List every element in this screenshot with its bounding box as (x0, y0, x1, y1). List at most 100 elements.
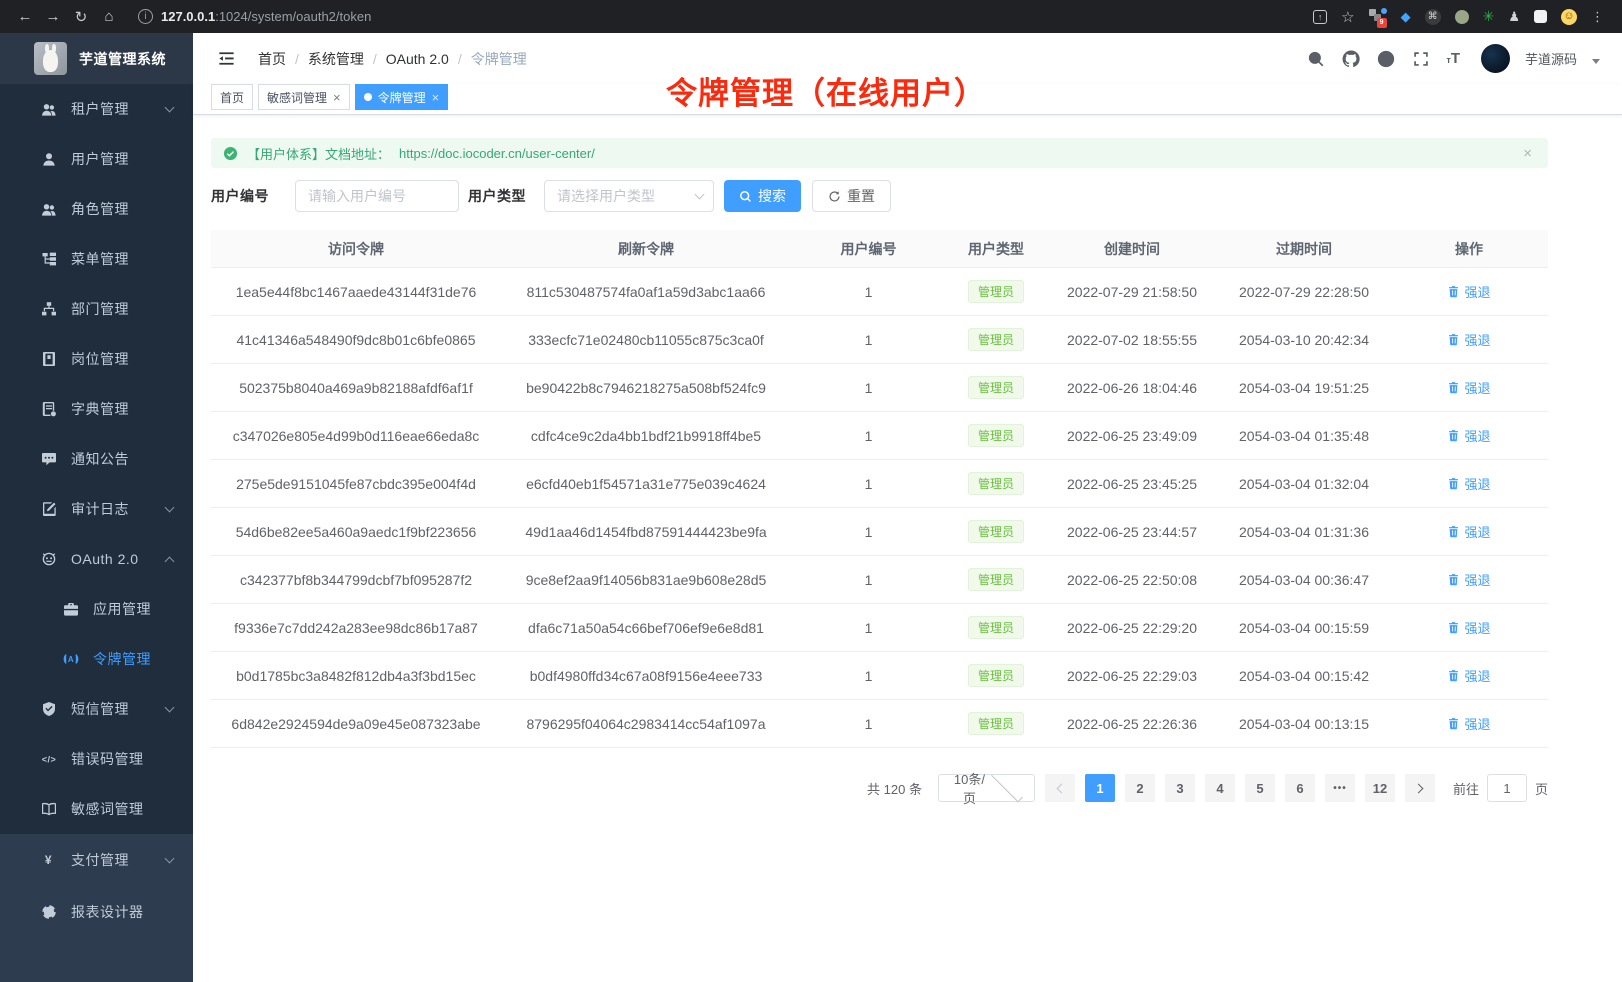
user-id-cell: 1 (864, 571, 873, 588)
reload-icon[interactable]: ↻ (74, 8, 88, 26)
force-logout-button[interactable]: 强退 (1447, 330, 1491, 349)
forward-icon[interactable]: → (45, 8, 61, 25)
sidebar-item[interactable]: 敏感词管理 (0, 784, 193, 834)
breadcrumb-item[interactable]: 首页 (258, 50, 286, 67)
force-logout-button[interactable]: 强退 (1447, 426, 1491, 445)
force-logout-button[interactable]: 强退 (1447, 618, 1491, 637)
force-logout-button[interactable]: 强退 (1447, 378, 1491, 397)
help-icon[interactable]: ? (1376, 49, 1396, 69)
page-size-select[interactable]: 10条/页 (937, 770, 1035, 806)
app-logo-area[interactable]: 芋道管理系统 (0, 33, 193, 84)
sidebar-item-label: 部门管理 (71, 301, 129, 317)
prev-page-button[interactable] (1044, 774, 1075, 802)
breadcrumb-item[interactable]: 系统管理 (307, 50, 364, 67)
user-id-label: 用户编号 (211, 188, 269, 204)
sidebar-item[interactable]: 短信管理 (0, 684, 193, 734)
goto-page-input[interactable] (1486, 774, 1527, 802)
more-pages-button[interactable]: ••• (1324, 774, 1355, 802)
chevron-down-icon (694, 189, 705, 200)
sidebar-item[interactable]: 字典管理 (0, 384, 193, 434)
sidebar-item[interactable]: </> 错误码管理 (0, 734, 193, 784)
force-logout-button[interactable]: 强退 (1447, 522, 1491, 541)
force-logout-button[interactable]: 强退 (1447, 282, 1491, 301)
sidebar-item[interactable]: 通知公告 (0, 434, 193, 484)
close-icon[interactable]: × (333, 89, 341, 105)
command-extension-icon[interactable]: ⌘ (1424, 8, 1441, 25)
user-type-select[interactable]: 请选择用户类型 (544, 180, 714, 212)
close-icon[interactable]: × (1523, 144, 1532, 162)
page-button[interactable]: 2 (1124, 774, 1155, 802)
sidebar-item[interactable]: ¥ 支付管理 (0, 834, 193, 886)
page-button[interactable]: 1 (1084, 774, 1115, 802)
tab[interactable]: 首页 (211, 84, 254, 110)
gem-extension-icon[interactable]: ◆ (1400, 8, 1411, 24)
sidebar-item[interactable]: 报表设计器 (0, 886, 193, 938)
emoji-profile-icon[interactable]: ☺ (1561, 8, 1577, 25)
edit-icon (40, 501, 57, 518)
force-logout-button[interactable]: 强退 (1447, 714, 1491, 733)
user-id-input[interactable] (295, 180, 459, 212)
reset-button[interactable]: 重置 (812, 180, 891, 212)
tab[interactable]: 敏感词管理 × (258, 84, 350, 110)
user-id-cell: 1 (864, 619, 873, 636)
site-info-icon[interactable]: i (138, 9, 153, 24)
username[interactable]: 芋道源码 (1524, 52, 1577, 67)
sidebar-item[interactable]: 部门管理 (0, 284, 193, 334)
extension-square (1373, 13, 1381, 21)
font-size-icon[interactable]: тT (1446, 50, 1460, 67)
alert-link[interactable]: https://doc.iocoder.cn/user-center/ (399, 145, 595, 161)
green-star-extension-icon[interactable]: ✳ (1482, 8, 1495, 24)
close-icon[interactable]: × (431, 89, 440, 105)
browser-menu-icon[interactable]: ⋮ (1591, 8, 1604, 24)
chevron-down-icon[interactable] (1592, 59, 1600, 64)
sidebar-item[interactable]: 岗位管理 (0, 334, 193, 384)
app-title: 芋道管理系统 (79, 50, 166, 67)
extension-icon[interactable]: 9 (1368, 7, 1387, 28)
page-button[interactable]: 5 (1244, 774, 1275, 802)
address-bar[interactable]: i 127.0.0.1:1024/system/oauth2/token (138, 9, 1311, 24)
report-icon (40, 904, 57, 921)
access-token-cell: 275e5de9151045fe87cbdc395e004f4d (236, 475, 476, 492)
page-button[interactable]: 4 (1204, 774, 1235, 802)
sidepanel-icon[interactable] (1534, 10, 1547, 23)
avatar[interactable] (1480, 44, 1510, 73)
sidebar-fold-icon[interactable] (217, 49, 236, 68)
back-icon[interactable]: ← (17, 8, 33, 25)
force-logout-button[interactable]: 强退 (1447, 666, 1491, 685)
tab[interactable]: 令牌管理 × (354, 84, 449, 110)
trash-icon (1449, 430, 1459, 442)
refresh-token-cell: dfa6c71a50a54c66bef706ef9e6e8d81 (528, 619, 764, 636)
force-logout-button[interactable]: 强退 (1447, 570, 1491, 589)
search-button[interactable]: 搜索 (724, 180, 801, 212)
expire-time-cell: 2054-03-04 01:32:04 (1239, 475, 1369, 492)
share-icon[interactable]: ↑ (1313, 9, 1328, 24)
sidebar-item[interactable]: 用户管理 (0, 134, 193, 184)
sidebar-item[interactable]: 菜单管理 (0, 234, 193, 284)
page-button[interactable]: 12 (1364, 774, 1395, 802)
next-page-button[interactable] (1404, 774, 1435, 802)
search-icon[interactable] (1306, 49, 1326, 69)
fullscreen-icon[interactable] (1411, 49, 1431, 69)
url-text[interactable]: 127.0.0.1:1024/system/oauth2/token (161, 9, 372, 24)
breadcrumb-item[interactable]: OAuth 2.0 (385, 50, 449, 67)
bookmark-star-icon[interactable]: ☆ (1341, 8, 1355, 26)
sidebar-item[interactable]: 应用管理 (0, 584, 193, 634)
page-button[interactable]: 6 (1284, 774, 1315, 802)
sidebar-item[interactable]: 租户管理 (0, 84, 193, 134)
force-logout-button[interactable]: 强退 (1447, 474, 1491, 493)
pin-extension-icon[interactable]: ♟ (1508, 8, 1520, 24)
circle-extension-icon[interactable] (1454, 9, 1469, 24)
sidebar-item[interactable]: 角色管理 (0, 184, 193, 234)
sidebar-item-label: 报表设计器 (71, 904, 144, 920)
page-button[interactable]: 3 (1164, 774, 1195, 802)
sidebar-item[interactable]: OAuth 2.0 (0, 534, 193, 584)
sidebar-item[interactable]: A 令牌管理 (0, 634, 193, 684)
github-icon[interactable] (1341, 49, 1361, 69)
table-row: 54d6be82ee5a460a9aedc1f9bf223656 49d1aa4… (211, 508, 1548, 556)
user-type-tag: 管理员 (967, 328, 1024, 351)
breadcrumb-separator: / (457, 50, 462, 67)
home-icon[interactable]: ⌂ (104, 8, 114, 25)
sidebar-item[interactable]: 审计日志 (0, 484, 193, 534)
column-header: 操作 (1455, 240, 1483, 257)
